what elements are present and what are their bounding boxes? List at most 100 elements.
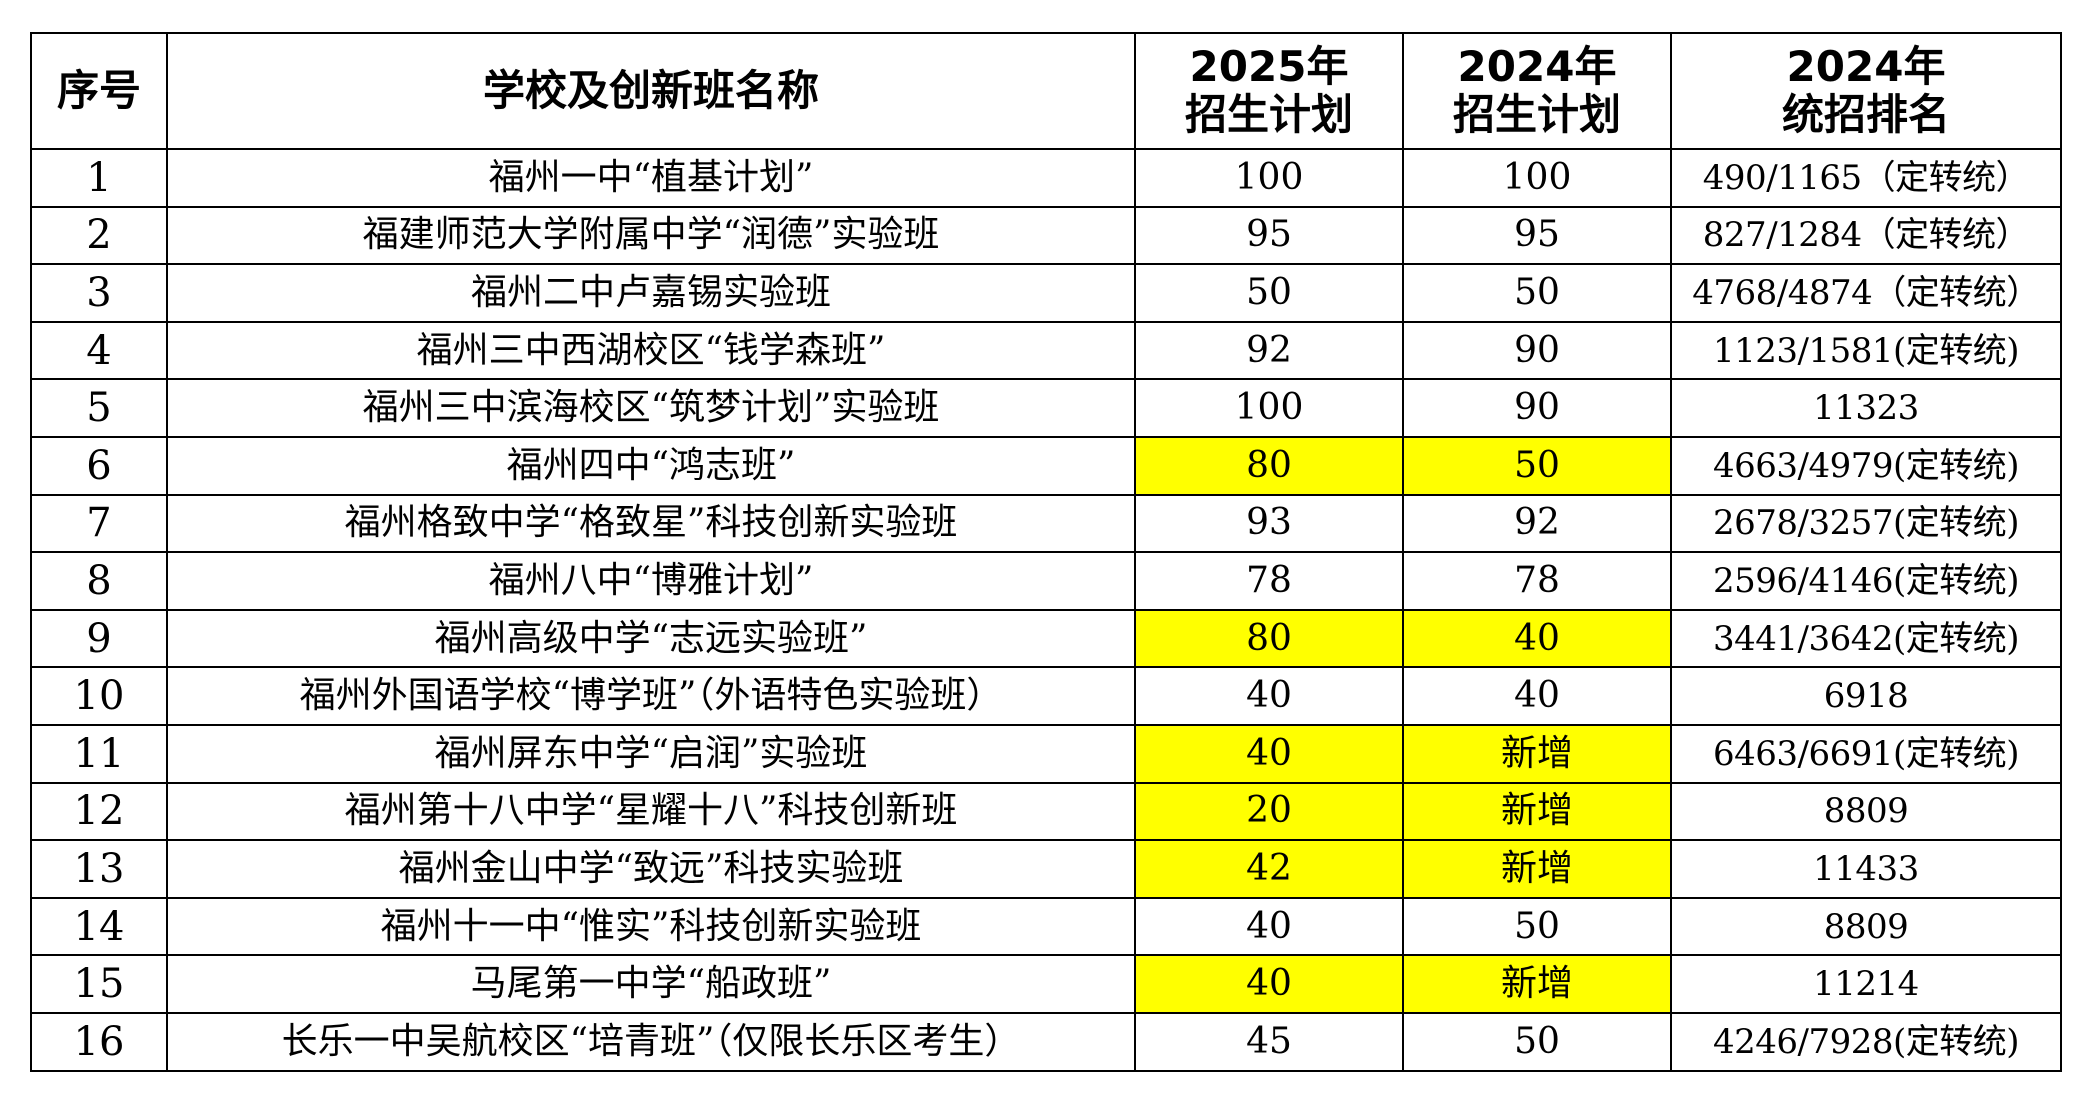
row-plan-2024-cell: 新增 — [1402, 781, 1672, 842]
table-row: 10 福州外国语学校“博学班”（外语特色实验班） 40 40 6918 — [30, 666, 2062, 726]
row-school-name-cell: 马尾第一中学“船政班” — [166, 954, 1136, 1014]
row-plan-2025-cell: 40 — [1134, 666, 1404, 726]
row-index-cell: 13 — [30, 839, 168, 899]
row-rank-2024-cell: 827/1284（定转统） — [1670, 205, 2062, 266]
row-plan-2024-cell: 新增 — [1402, 723, 1672, 784]
table-row: 6 福州四中“鸿志班” 80 50 4663/4979(定转统) — [30, 435, 2062, 496]
row-plan-2024-cell: 50 — [1402, 263, 1672, 323]
row-plan-2024-cell: 90 — [1402, 378, 1672, 438]
row-rank-2024-cell: 8809 — [1670, 896, 2062, 957]
row-plan-2024-cell: 95 — [1402, 205, 1672, 266]
header-plan-2024-line2: 招生计划 — [1452, 90, 1621, 139]
row-school-name-cell: 福州三中滨海校区“筑梦计划”实验班 — [166, 378, 1136, 438]
row-plan-2024-cell: 50 — [1402, 896, 1672, 957]
row-plan-2024-cell: 50 — [1402, 435, 1672, 496]
row-plan-2025-cell: 80 — [1134, 435, 1404, 496]
row-index-cell: 14 — [30, 896, 168, 957]
row-plan-2025-cell: 50 — [1134, 263, 1404, 323]
row-rank-2024-cell: 4768/4874（定转统） — [1670, 263, 2062, 323]
header-school-name: 学校及创新班名称 — [166, 32, 1136, 150]
row-index-cell: 7 — [30, 493, 168, 554]
row-rank-2024-cell: 8809 — [1670, 781, 2062, 842]
table-body: 1 福州一中“植基计划” 100 100 490/1165（定转统） 2 福建师范大学附属中… — [30, 148, 2062, 1072]
header-row: 序号 学校及创新班名称 2025年 招生计划 2024年 招生计划 2024年 … — [30, 32, 2062, 150]
row-school-name-cell: 福州外国语学校“博学班”（外语特色实验班） — [166, 666, 1136, 726]
row-index-cell: 1 — [30, 148, 168, 208]
enrollment-table: 序号 学校及创新班名称 2025年 招生计划 2024年 招生计划 2024年 … — [30, 32, 2062, 1072]
row-plan-2024-cell: 50 — [1402, 1011, 1672, 1072]
row-school-name-cell: 福州十一中“惟实”科技创新实验班 — [166, 896, 1136, 957]
header-plan-2025-line2: 招生计划 — [1184, 90, 1353, 139]
row-school-name-cell: 福州二中卢嘉锡实验班 — [166, 263, 1136, 323]
row-plan-2024-cell: 新增 — [1402, 954, 1672, 1014]
table-row: 1 福州一中“植基计划” 100 100 490/1165（定转统） — [30, 148, 2062, 208]
table-row: 7 福州格致中学“格致星”科技创新实验班 93 92 2678/3257(定转统) — [30, 493, 2062, 554]
row-plan-2025-cell: 45 — [1134, 1011, 1404, 1072]
header-index: 序号 — [30, 32, 168, 150]
row-rank-2024-cell: 490/1165（定转统） — [1670, 148, 2062, 208]
header-plan-2024-line1: 2024年 — [1457, 42, 1617, 91]
row-index-cell: 6 — [30, 435, 168, 496]
row-index-cell: 4 — [30, 320, 168, 381]
row-plan-2025-cell: 92 — [1134, 320, 1404, 381]
row-school-name-cell: 福州屏东中学“启润”实验班 — [166, 723, 1136, 784]
row-rank-2024-cell: 4246/7928(定转统) — [1670, 1011, 2062, 1072]
table-row: 12 福州第十八中学“星耀十八”科技创新班 20 新增 8809 — [30, 781, 2062, 842]
row-school-name-cell: 福州第十八中学“星耀十八”科技创新班 — [166, 781, 1136, 842]
table-row: 16 长乐一中吴航校区“培青班”（仅限长乐区考生） 45 50 4246/7928(定转… — [30, 1011, 2062, 1072]
row-plan-2025-cell: 95 — [1134, 205, 1404, 266]
row-index-cell: 8 — [30, 551, 168, 611]
row-plan-2025-cell: 78 — [1134, 551, 1404, 611]
table-row: 14 福州十一中“惟实”科技创新实验班 40 50 8809 — [30, 896, 2062, 957]
row-plan-2025-cell: 93 — [1134, 493, 1404, 554]
row-index-cell: 5 — [30, 378, 168, 438]
row-plan-2025-cell: 40 — [1134, 896, 1404, 957]
row-school-name-cell: 福州金山中学“致远”科技实验班 — [166, 839, 1136, 899]
header-plan-2025: 2025年 招生计划 — [1134, 32, 1404, 150]
row-plan-2025-cell: 42 — [1134, 839, 1404, 899]
table-row: 11 福州屏东中学“启润”实验班 40 新增 6463/6691(定转统) — [30, 723, 2062, 784]
row-index-cell: 11 — [30, 723, 168, 784]
row-plan-2024-cell: 90 — [1402, 320, 1672, 381]
row-school-name-cell: 福州一中“植基计划” — [166, 148, 1136, 208]
row-plan-2025-cell: 100 — [1134, 148, 1404, 208]
row-school-name-cell: 长乐一中吴航校区“培青班”（仅限长乐区考生） — [166, 1011, 1136, 1072]
row-plan-2024-cell: 92 — [1402, 493, 1672, 554]
row-school-name-cell: 福建师范大学附属中学“润德”实验班 — [166, 205, 1136, 266]
table-row: 9 福州高级中学“志远实验班” 80 40 3441/3642(定转统) — [30, 608, 2062, 669]
header-rank-2024-line1: 2024年 — [1786, 42, 1946, 91]
table-row: 2 福建师范大学附属中学“润德”实验班 95 95 827/1284（定转统） — [30, 205, 2062, 266]
row-rank-2024-cell: 11433 — [1670, 839, 2062, 899]
row-rank-2024-cell: 1123/1581(定转统) — [1670, 320, 2062, 381]
table-row: 3 福州二中卢嘉锡实验班 50 50 4768/4874（定转统） — [30, 263, 2062, 323]
header-plan-2024: 2024年 招生计划 — [1402, 32, 1672, 150]
row-plan-2025-cell: 80 — [1134, 608, 1404, 669]
row-index-cell: 9 — [30, 608, 168, 669]
row-index-cell: 2 — [30, 205, 168, 266]
row-rank-2024-cell: 4663/4979(定转统) — [1670, 435, 2062, 496]
row-rank-2024-cell: 3441/3642(定转统) — [1670, 608, 2062, 669]
row-rank-2024-cell: 11323 — [1670, 378, 2062, 438]
row-plan-2025-cell: 100 — [1134, 378, 1404, 438]
row-index-cell: 12 — [30, 781, 168, 842]
row-plan-2025-cell: 20 — [1134, 781, 1404, 842]
row-school-name-cell: 福州三中西湖校区“钱学森班” — [166, 320, 1136, 381]
row-plan-2024-cell: 78 — [1402, 551, 1672, 611]
table-header: 序号 学校及创新班名称 2025年 招生计划 2024年 招生计划 2024年 … — [30, 32, 2062, 150]
row-index-cell: 16 — [30, 1011, 168, 1072]
row-school-name-cell: 福州格致中学“格致星”科技创新实验班 — [166, 493, 1136, 554]
row-index-cell: 10 — [30, 666, 168, 726]
row-rank-2024-cell: 6463/6691(定转统) — [1670, 723, 2062, 784]
row-school-name-cell: 福州八中“博雅计划” — [166, 551, 1136, 611]
table-row: 4 福州三中西湖校区“钱学森班” 92 90 1123/1581(定转统) — [30, 320, 2062, 381]
row-plan-2025-cell: 40 — [1134, 954, 1404, 1014]
header-rank-2024: 2024年 统招排名 — [1670, 32, 2062, 150]
row-plan-2025-cell: 40 — [1134, 723, 1404, 784]
header-plan-2025-line1: 2025年 — [1189, 42, 1349, 91]
row-rank-2024-cell: 6918 — [1670, 666, 2062, 726]
row-school-name-cell: 福州四中“鸿志班” — [166, 435, 1136, 496]
table-row: 13 福州金山中学“致远”科技实验班 42 新增 11433 — [30, 839, 2062, 899]
row-index-cell: 3 — [30, 263, 168, 323]
row-plan-2024-cell: 40 — [1402, 666, 1672, 726]
row-rank-2024-cell: 2596/4146(定转统) — [1670, 551, 2062, 611]
